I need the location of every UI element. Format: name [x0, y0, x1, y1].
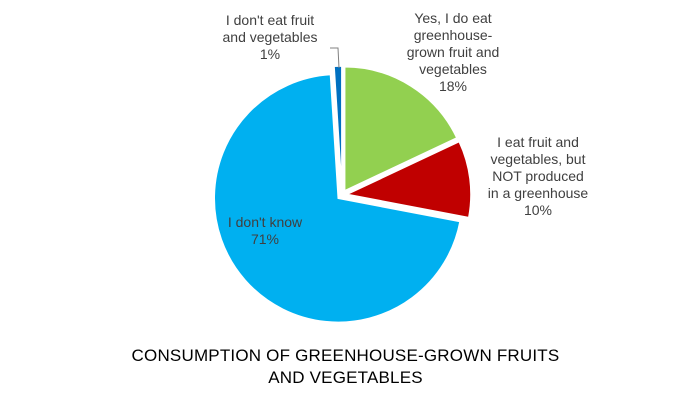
chart-title: CONSUMPTION OF GREENHOUSE-GROWN FRUITS A…	[131, 346, 560, 387]
slice-label-dont-know: I don't know 71%	[227, 214, 303, 247]
slice-label-dont-eat: I don't eat fruit and vegetables 1%	[222, 12, 318, 62]
slice-label-not-greenhouse: I eat fruit and vegetables, but NOT prod…	[487, 134, 589, 218]
slice-not-greenhouse	[344, 140, 472, 219]
slice-dont-know	[213, 73, 461, 323]
slice-label-yes-greenhouse: Yes, I do eat greenhouse- grown fruit an…	[406, 10, 500, 94]
leader-line-dont-eat	[330, 47, 340, 69]
slice-dont-eat	[333, 65, 343, 191]
slice-yes-greenhouse	[343, 66, 458, 192]
